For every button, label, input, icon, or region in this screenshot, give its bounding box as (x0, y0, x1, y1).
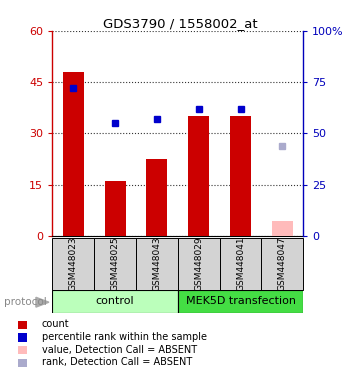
Bar (94, 238, 136, 290)
Text: MEK5D transfection: MEK5D transfection (186, 296, 296, 306)
Bar (105, 181, 126, 236)
Bar (147, 159, 168, 236)
Polygon shape (36, 297, 49, 307)
Text: GSM448023: GSM448023 (69, 237, 78, 291)
Text: GSM448047: GSM448047 (278, 237, 287, 291)
Bar (52, 290, 178, 313)
Bar (136, 238, 178, 290)
Text: GSM448025: GSM448025 (110, 237, 119, 291)
Text: count: count (42, 319, 69, 329)
Bar (178, 238, 219, 290)
Text: rank, Detection Call = ABSENT: rank, Detection Call = ABSENT (42, 358, 192, 367)
Bar (261, 238, 303, 290)
Text: GDS3790 / 1558002_at: GDS3790 / 1558002_at (103, 17, 258, 30)
Bar (52, 238, 94, 290)
Bar (188, 116, 209, 236)
Text: protocol: protocol (4, 297, 46, 307)
Bar (63, 72, 84, 236)
Text: control: control (96, 296, 134, 306)
Bar (178, 290, 303, 313)
Bar (272, 221, 293, 236)
Text: percentile rank within the sample: percentile rank within the sample (42, 332, 206, 342)
Text: GSM448029: GSM448029 (194, 237, 203, 291)
Bar (219, 238, 261, 290)
Text: value, Detection Call = ABSENT: value, Detection Call = ABSENT (42, 345, 197, 355)
Text: GSM448043: GSM448043 (152, 237, 161, 291)
Bar (230, 116, 251, 236)
Text: GSM448041: GSM448041 (236, 237, 245, 291)
